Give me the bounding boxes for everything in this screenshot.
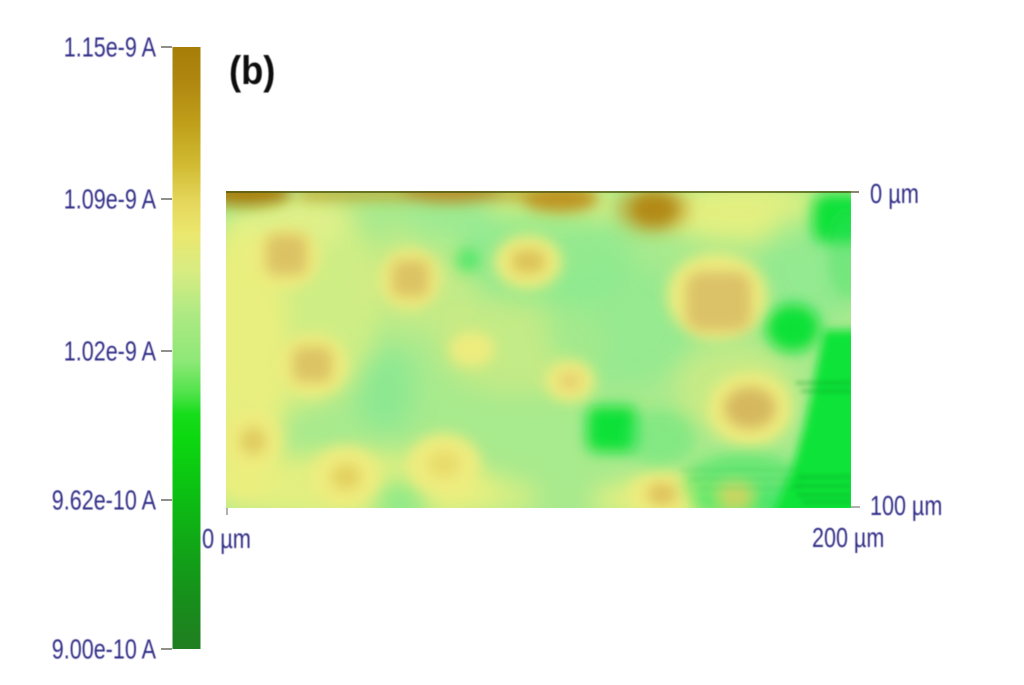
svg-text:200 µm: 200 µm — [812, 522, 884, 553]
svg-text:(b): (b) — [229, 50, 275, 94]
svg-text:1.09e-9 A: 1.09e-9 A — [64, 184, 157, 215]
svg-text:1.02e-9 A: 1.02e-9 A — [64, 336, 157, 367]
svg-text:1.15e-9 A: 1.15e-9 A — [64, 32, 157, 63]
svg-text:0 µm: 0 µm — [870, 178, 919, 209]
svg-text:9.62e-10 A: 9.62e-10 A — [52, 485, 157, 516]
svg-text:0 µm: 0 µm — [202, 523, 251, 554]
svg-text:100 µm: 100 µm — [870, 490, 942, 521]
svg-text:9.00e-10 A: 9.00e-10 A — [52, 634, 157, 665]
